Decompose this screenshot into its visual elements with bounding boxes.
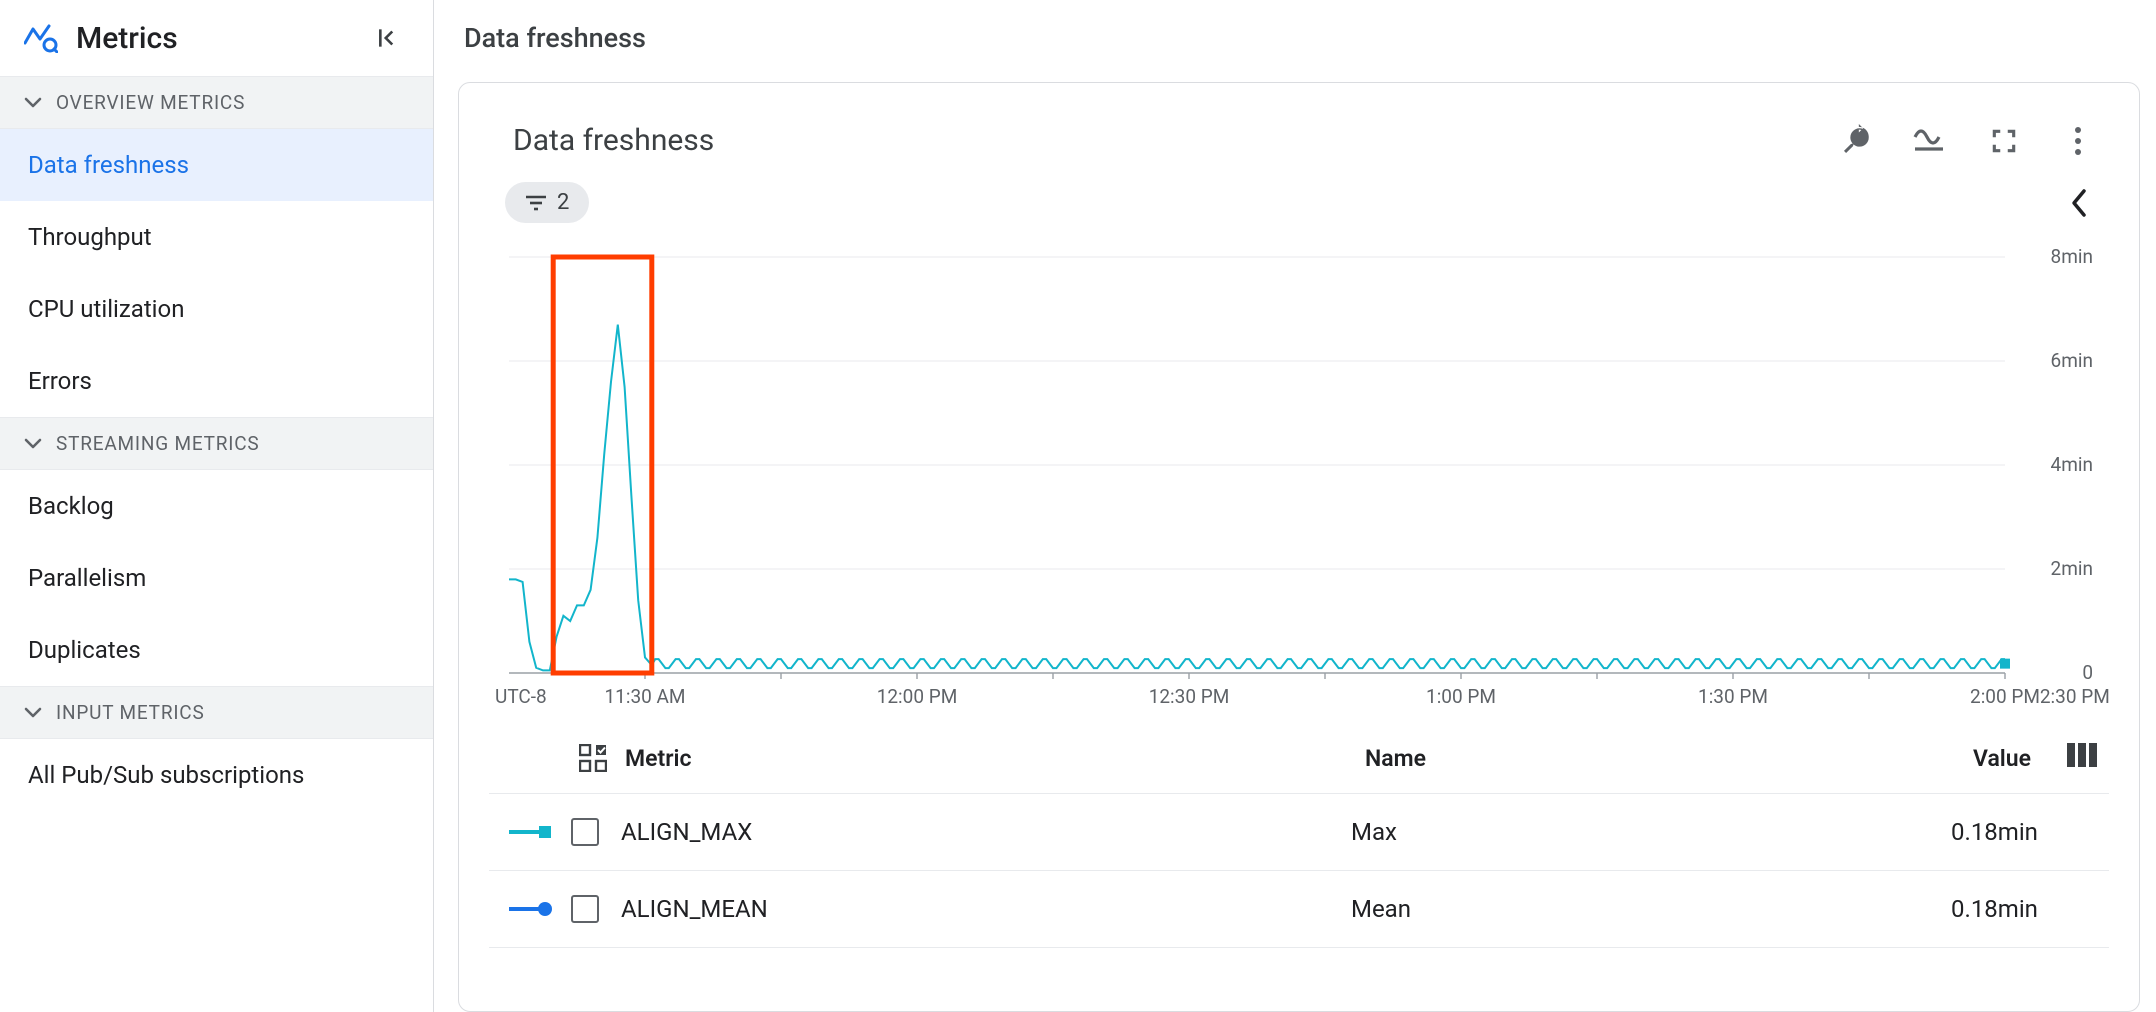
x-tick-label: 1:30 PM — [1698, 685, 1768, 708]
fullscreen-icon[interactable] — [1987, 124, 2021, 158]
filter-icon — [525, 194, 547, 212]
sidebar-item[interactable]: CPU utilization — [0, 273, 433, 345]
sidebar-item[interactable]: Duplicates — [0, 614, 433, 686]
apps-selector-icon[interactable] — [579, 744, 607, 772]
sidebar-item[interactable]: Throughput — [0, 201, 433, 273]
series-checkbox[interactable] — [571, 895, 599, 923]
filter-row: 2 — [489, 182, 2109, 233]
main: Data freshness Data freshness — [434, 0, 2156, 1012]
filter-chip[interactable]: 2 — [505, 182, 589, 223]
col-name-header[interactable]: Name — [1365, 745, 1426, 772]
section-header[interactable]: OVERVIEW METRICS — [0, 76, 433, 129]
svg-text:4min: 4min — [2051, 453, 2093, 476]
more-options-icon[interactable] — [2061, 124, 2095, 158]
legend-toggle-icon[interactable] — [1913, 124, 1947, 158]
metric-label: ALIGN_MAX — [621, 818, 752, 846]
card-actions — [1839, 124, 2095, 158]
metric-value: 0.18min — [1951, 818, 2038, 846]
sidebar-item[interactable]: Parallelism — [0, 542, 433, 614]
legend-header: Metric Name Value — [489, 723, 2109, 794]
sidebar-item[interactable]: Errors — [0, 345, 433, 417]
sidebar: Metrics OVERVIEW METRICS Data freshnessTh… — [0, 0, 434, 1012]
metric-name: Max — [1351, 818, 1397, 846]
sidebar-title: Metrics — [76, 21, 351, 56]
chart[interactable]: 0 2min 4min 6min 8min 11:30 AM 12:00 PM 12:30 P… — [489, 243, 2099, 723]
section-label: STREAMING METRICS — [56, 432, 260, 455]
x-tick-label: 11:30 AM — [604, 685, 685, 708]
sidebar-item[interactable]: Backlog — [0, 470, 433, 542]
section-label: INPUT METRICS — [56, 701, 205, 724]
svg-text:6min: 6min — [2051, 349, 2093, 372]
sidebar-header: Metrics — [0, 0, 433, 76]
metrics-logo-icon — [24, 23, 58, 53]
section-header[interactable]: INPUT METRICS — [0, 686, 433, 739]
card-title: Data freshness — [513, 123, 1839, 158]
filter-count: 2 — [557, 190, 569, 215]
series-swatch — [509, 900, 553, 918]
sidebar-item[interactable]: Data freshness — [0, 129, 433, 201]
x-tick-label: 2:00 PM — [1970, 685, 2040, 708]
x-tick-label: 1:00 PM — [1426, 685, 1496, 708]
section-label: OVERVIEW METRICS — [56, 91, 245, 114]
page-title: Data freshness — [434, 0, 2156, 82]
collapse-sidebar-button[interactable] — [369, 18, 409, 58]
x-tick-label: 2:30 PM — [2040, 685, 2110, 708]
legend-row[interactable]: ALIGN_MAX Max 0.18min — [489, 794, 2109, 871]
col-value-header[interactable]: Value — [1973, 745, 2031, 772]
x-tick-label: 12:00 PM — [877, 685, 958, 708]
metric-name: Mean — [1351, 895, 1411, 923]
section-header[interactable]: STREAMING METRICS — [0, 417, 433, 470]
series-checkbox[interactable] — [571, 818, 599, 846]
sidebar-item[interactable]: All Pub/Sub subscriptions — [0, 739, 433, 811]
metric-value: 0.18min — [1951, 895, 2038, 923]
metric-label: ALIGN_MEAN — [621, 895, 768, 923]
column-selector-icon[interactable] — [2067, 743, 2097, 773]
x-tick-label: 12:30 PM — [1149, 685, 1230, 708]
col-metric-header[interactable]: Metric — [625, 745, 691, 772]
series-swatch — [509, 823, 553, 841]
chevron-down-icon — [24, 701, 44, 724]
svg-text:8min: 8min — [2051, 245, 2093, 268]
svg-text:0: 0 — [2082, 661, 2093, 684]
chevron-down-icon — [24, 91, 44, 114]
collapse-legend-button[interactable] — [2061, 185, 2097, 221]
metrics-card: Data freshness — [458, 82, 2140, 1012]
reset-zoom-icon[interactable] — [1839, 124, 1873, 158]
chevron-down-icon — [24, 432, 44, 455]
legend-row[interactable]: ALIGN_MEAN Mean 0.18min — [489, 871, 2109, 948]
card-header: Data freshness — [489, 123, 2109, 182]
svg-text:2min: 2min — [2051, 557, 2093, 580]
timezone-label: UTC-8 — [495, 685, 547, 708]
